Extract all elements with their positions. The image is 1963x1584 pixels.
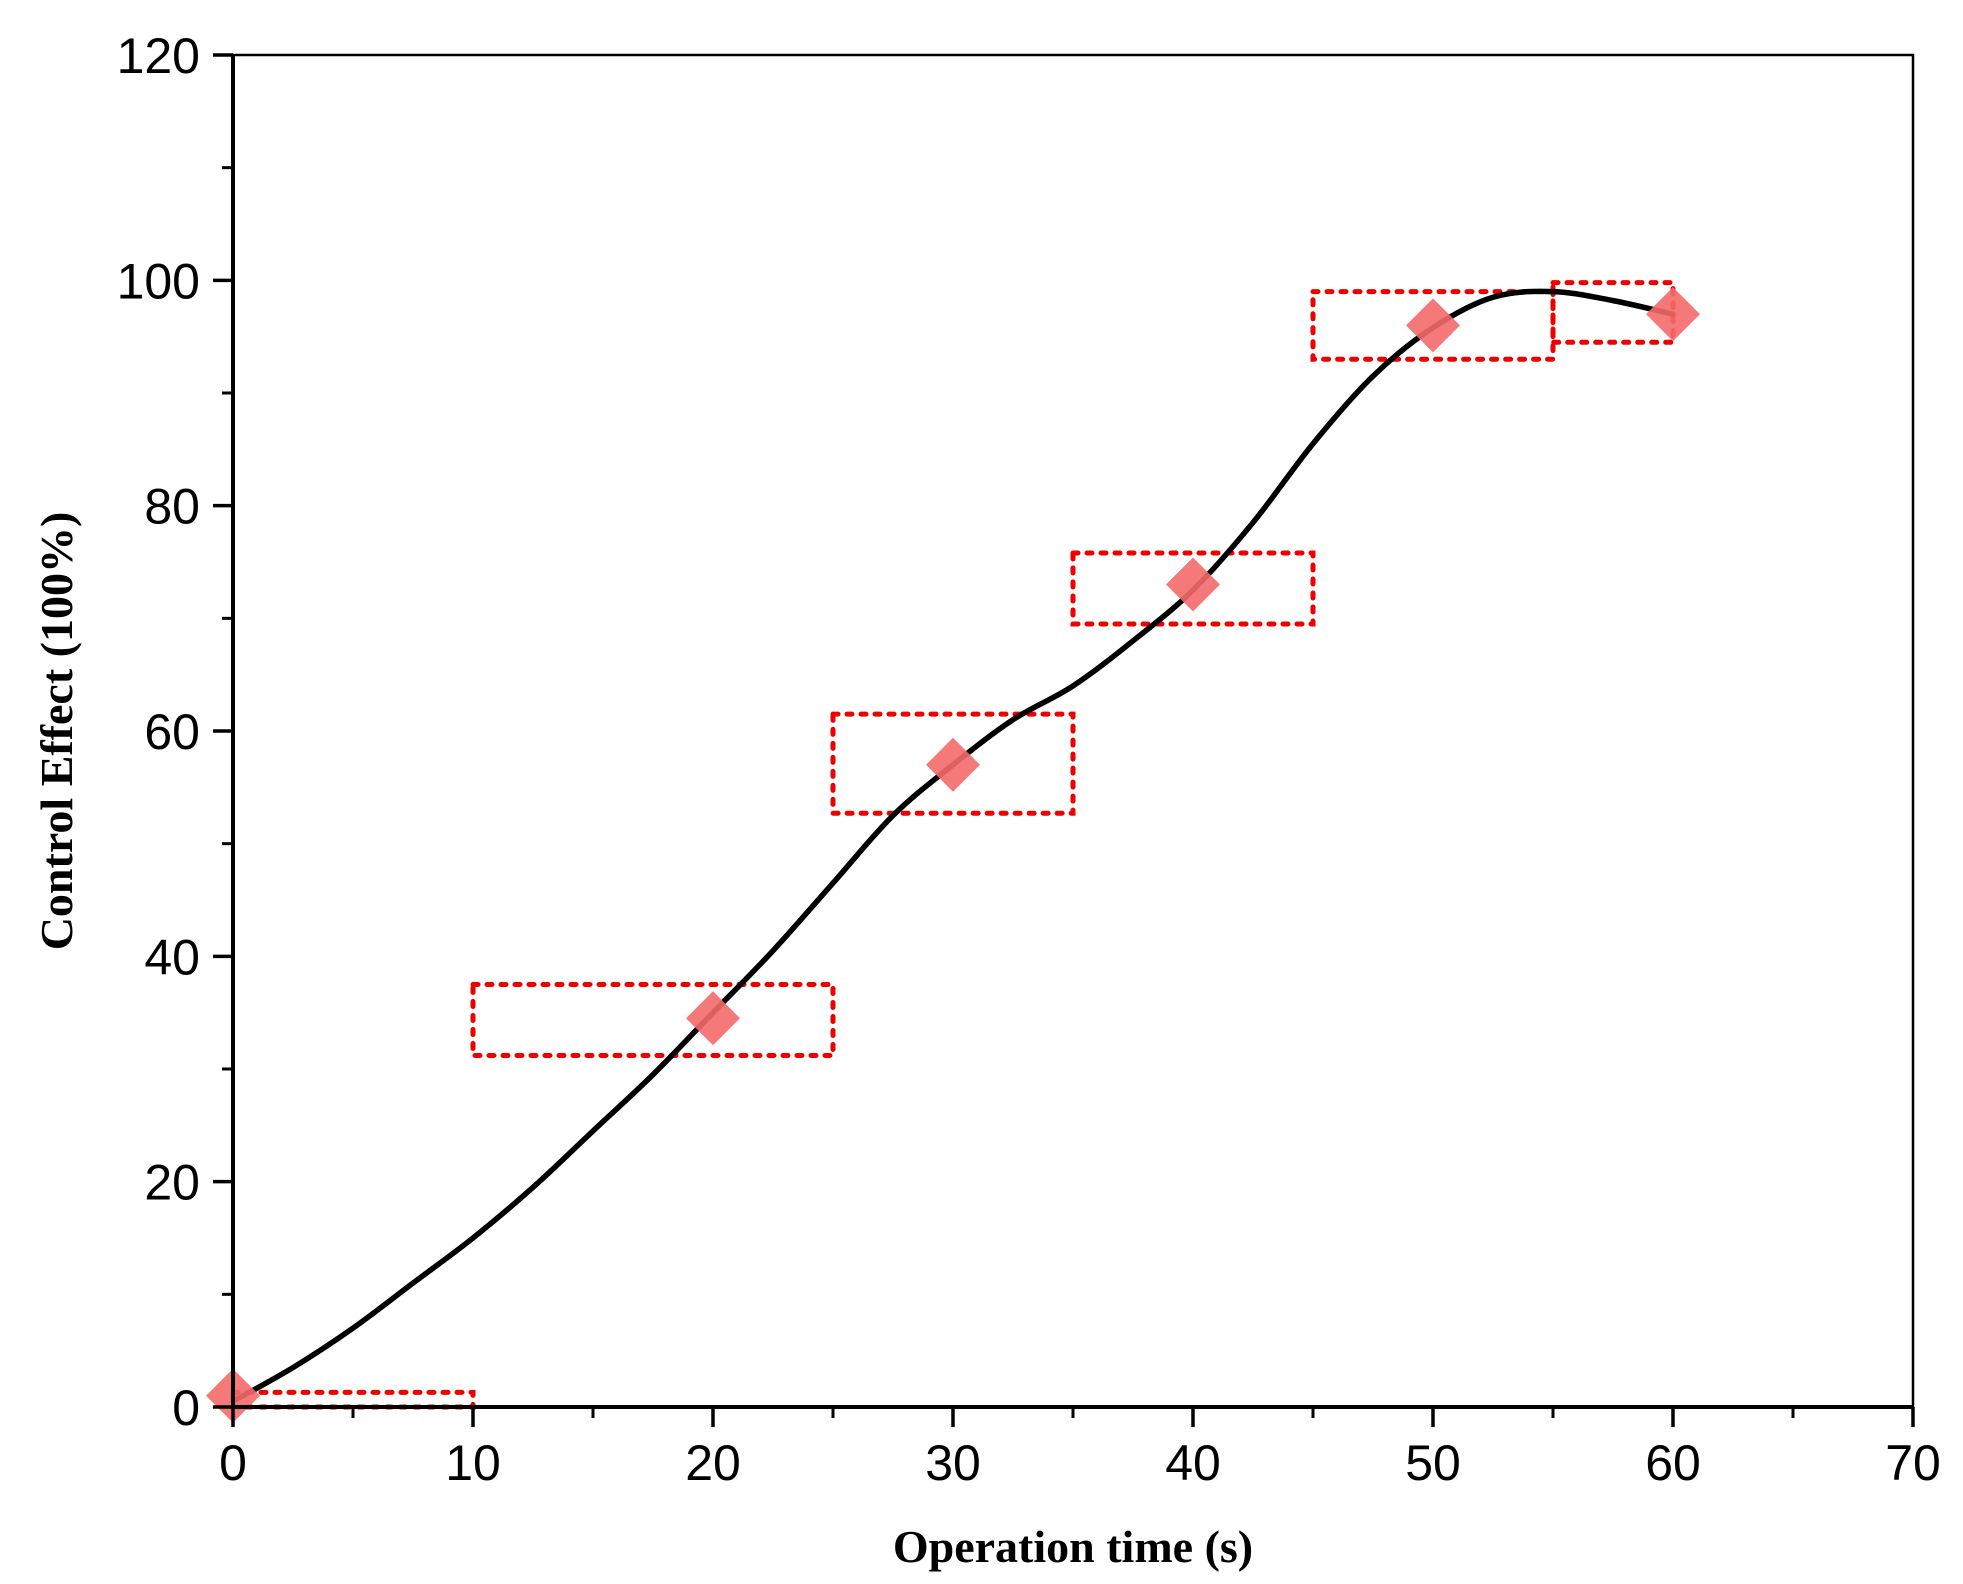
data-marker-5 [1646, 287, 1700, 342]
x-tick-label-0: 0 [219, 1435, 247, 1491]
tolerance-band-3 [1070, 550, 1316, 627]
x-tick-label-3: 30 [925, 1435, 981, 1491]
y-axis-title: Control Effect (100%) [31, 512, 82, 951]
tolerance-band-2 [830, 711, 1076, 816]
tolerance-band-4 [1310, 289, 1556, 362]
y-tick-label-0: 0 [172, 1380, 200, 1436]
y-tick-label-4: 80 [144, 479, 200, 535]
fitted-curve [230, 288, 1676, 1405]
x-tick-label-1: 10 [445, 1435, 501, 1491]
y-tick-label-2: 40 [144, 929, 200, 985]
x-tick-label-4: 40 [1165, 1435, 1221, 1491]
data-marker-3 [1166, 557, 1220, 612]
data-marker-4 [1406, 298, 1460, 353]
y-tick-label-1: 20 [144, 1155, 200, 1211]
axes: 0 10 20 30 40 50 60 70 0 20 40 60 80 100 120 [117, 28, 1941, 1491]
tolerance-band-1 [470, 982, 836, 1058]
y-tick-label-6: 120 [117, 28, 200, 84]
x-tick-label-5: 50 [1405, 1435, 1461, 1491]
data-markers [206, 287, 1700, 1423]
tolerance-band-5 [1550, 280, 1676, 345]
y-tick-label-5: 100 [117, 253, 200, 309]
x-tick-label-2: 20 [685, 1435, 741, 1491]
y-tick-label-3: 60 [144, 704, 200, 760]
tolerance-bands [230, 280, 1676, 1410]
x-axis-title: Operation time (s) [893, 1521, 1253, 1572]
tolerance-band-0 [230, 1389, 476, 1410]
x-tick-label-7: 70 [1885, 1435, 1941, 1491]
data-marker-2 [926, 737, 980, 792]
data-marker-1 [686, 991, 740, 1046]
x-tick-label-6: 60 [1645, 1435, 1701, 1491]
